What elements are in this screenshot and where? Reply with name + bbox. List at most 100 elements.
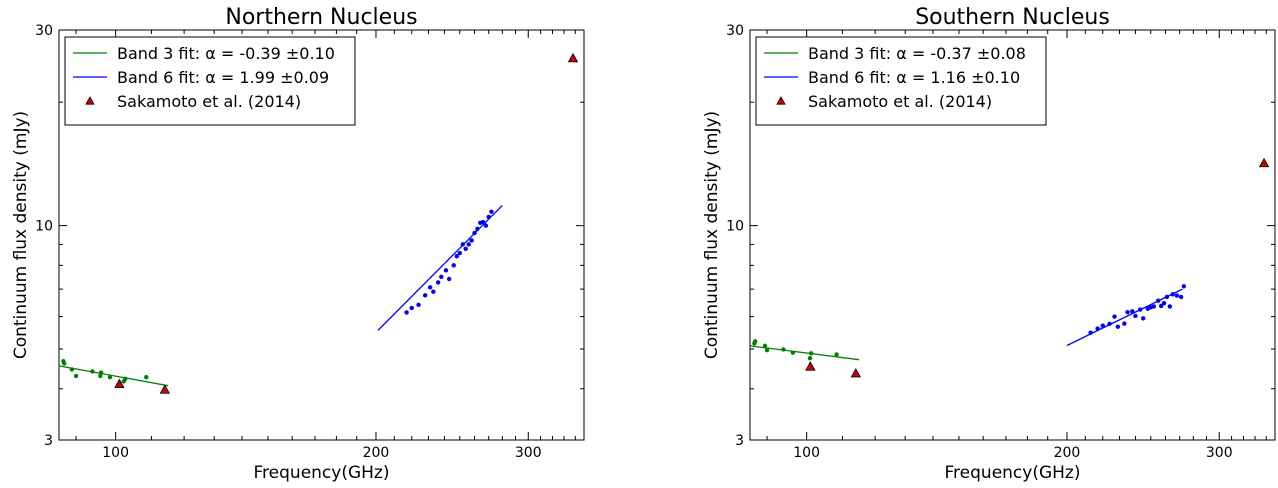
x-axis-label: Frequency(GHz) [945,463,1081,483]
legend-entry: Band 3 fit: α = -0.37 ±0.08 [808,44,1026,63]
data-point [427,285,433,290]
series-2 [114,52,579,394]
data-point [1156,298,1161,303]
data-point [480,219,486,225]
x-axis-label: Frequency(GHz) [254,463,390,483]
data-point [1140,316,1146,321]
data-point [1095,326,1100,331]
y-tick-label: 30 [35,23,53,39]
data-point [753,339,758,344]
data-point [472,230,477,236]
x-tick-label: 200 [1054,445,1081,461]
data-point [1158,303,1164,309]
triangle-marker [567,52,579,63]
series-0 [749,339,860,361]
y-axis-label: Continuum flux density (mJy) [702,111,722,359]
data-point [764,347,770,353]
legend-entry: Sakamoto et al. (2014) [117,92,301,111]
series-1 [377,204,503,331]
data-point [416,302,421,308]
data-point [483,223,489,228]
y-tick-label: 30 [726,23,744,39]
data-point [834,352,839,357]
data-point [457,250,462,256]
data-point [98,373,103,379]
data-point [1167,304,1173,309]
data-point [1112,314,1117,319]
legend: Band 3 fit: α = -0.39 ±0.10 Band 6 fit: α… [64,36,356,126]
x-tick-label: 300 [515,445,542,461]
data-point [404,310,409,315]
data-point [1170,292,1175,297]
data-point [475,226,480,232]
data-point [1174,293,1180,298]
legend-entry: Band 3 fit: α = -0.39 ±0.10 [117,44,335,63]
series-1 [1066,284,1187,347]
x-tick-label: 200 [363,445,390,461]
series-2 [805,157,1270,378]
y-axis-label: Continuum flux density (mJy) [11,111,31,359]
y-tick-label: 3 [44,433,53,449]
data-point [1133,313,1138,319]
fit-line [377,204,503,331]
data-point [489,209,494,214]
data-point [1115,324,1121,329]
y-tick-label: 10 [35,219,53,235]
data-point [808,351,814,356]
data-point [422,293,428,298]
data-point [439,274,444,280]
data-point [451,263,456,268]
data-point [446,276,452,282]
series-0 [58,358,169,387]
data-point [443,268,449,273]
data-point [486,214,491,220]
data-point [1125,309,1130,315]
legend-swatch-triangle [776,96,786,105]
x-tick-label: 100 [102,445,129,461]
data-point [69,367,75,372]
data-point [62,361,67,366]
data-point [1181,284,1187,289]
data-point [1088,330,1093,335]
data-point [107,374,113,380]
x-tick-label: 100 [793,445,820,461]
chart-title: Northern Nucleus [225,5,417,30]
data-point [781,347,786,352]
data-point [1137,307,1143,312]
y-tick-label: 3 [735,433,744,449]
triangle-marker [159,384,171,394]
legend-entry: Band 6 fit: α = 1.16 ±0.10 [808,68,1020,87]
data-point [1122,321,1127,326]
data-point [790,350,796,355]
data-point [469,238,474,243]
triangle-marker [1258,157,1270,168]
legend-entry: Sakamoto et al. (2014) [808,92,992,111]
data-point [1107,321,1112,327]
data-point [460,242,465,247]
triangle-marker [805,361,816,371]
data-point [463,246,468,251]
data-point [1151,304,1156,309]
plot-frame [749,29,1276,441]
fit-line [749,345,860,361]
legend-entry: Band 6 fit: α = 1.99 ±0.09 [117,68,329,87]
plot-frame [58,29,585,441]
data-point [1100,323,1105,328]
legend-box [64,36,356,126]
data-point [409,305,414,311]
x-tick-label: 300 [1206,445,1233,461]
data-point [123,376,128,382]
data-point [98,370,104,375]
data-point [1164,294,1170,300]
fit-line [1066,288,1183,347]
data-point [1161,300,1167,306]
chart-northern-nucleus: Northern Nucleus 100 200 300 3 10 30 Frequency(… [11,5,585,483]
legend-box [755,36,1047,126]
data-point [762,343,768,349]
data-point [90,369,95,374]
fit-line [58,365,169,387]
y-tick-label: 10 [726,219,744,235]
data-point [1130,309,1135,314]
data-point [466,242,471,247]
data-point [1178,294,1184,300]
